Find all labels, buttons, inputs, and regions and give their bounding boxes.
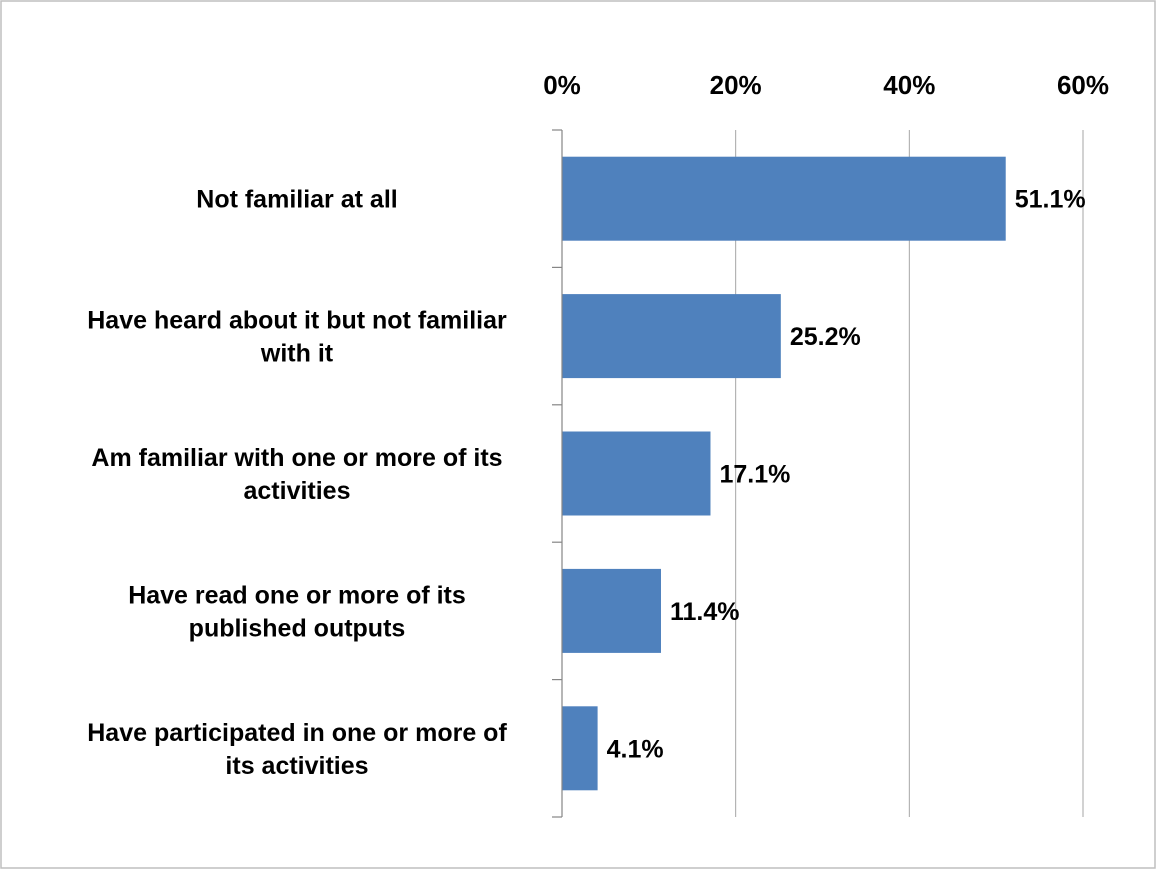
bar	[562, 156, 1006, 241]
category-label: Am familiar with one or more of its	[91, 444, 502, 472]
data-label: 25.2%	[790, 323, 861, 351]
data-label: 4.1%	[607, 735, 664, 763]
category-label: with it	[260, 340, 334, 368]
bar	[562, 568, 661, 653]
x-tick-label: 40%	[883, 70, 935, 100]
data-label: 11.4%	[670, 598, 740, 626]
bar	[562, 706, 598, 791]
bars	[562, 156, 1006, 791]
x-tick-label: 0%	[543, 70, 581, 100]
x-tick-label: 20%	[710, 70, 762, 100]
category-labels: Not familiar at all Have heard about it b…	[87, 186, 507, 780]
bar	[562, 431, 711, 516]
data-labels: 51.1% 25.2% 17.1% 11.4% 4.1%	[607, 186, 1086, 764]
x-tick-label: 60%	[1057, 70, 1109, 100]
data-label: 17.1%	[719, 461, 790, 489]
category-label: published outputs	[189, 614, 406, 642]
category-axis	[552, 129, 563, 818]
gridlines	[735, 130, 1084, 817]
x-axis-tick-labels: 0% 20% 40% 60%	[543, 70, 1109, 100]
bar	[562, 294, 781, 379]
data-label: 51.1%	[1015, 186, 1086, 214]
category-label: activities	[243, 477, 350, 505]
category-label: Not familiar at all	[196, 186, 397, 214]
category-label: Have heard about it but not familiar	[87, 307, 507, 335]
category-label: Have read one or more of its	[128, 581, 466, 609]
category-label: Have participated in one or more of	[87, 719, 507, 747]
category-label: its activities	[225, 752, 368, 780]
